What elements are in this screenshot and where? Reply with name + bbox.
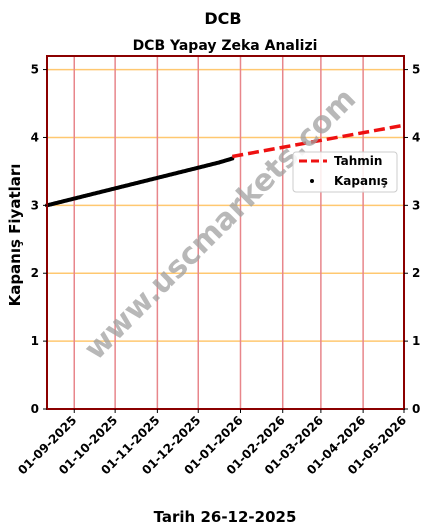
y-tick-label-right: 2 xyxy=(412,266,420,280)
y-tick-label-right: 4 xyxy=(412,130,420,144)
plot-frame xyxy=(46,55,405,410)
y-tick-label-right: 5 xyxy=(412,63,420,77)
grid-lines xyxy=(47,56,405,410)
y-tick-label-left: 2 xyxy=(31,266,39,280)
y-tick-label-left: 0 xyxy=(31,402,39,416)
legend-kapanis-label: Kapanış xyxy=(334,174,388,188)
data-layer xyxy=(45,123,405,208)
x-axis-label: Tarih 26-12-2025 xyxy=(154,508,297,526)
tahmin-line xyxy=(231,123,405,159)
legend-tahmin-label: Tahmin xyxy=(334,154,382,168)
y-axis-label: Kapanış Fiyatları xyxy=(6,164,24,307)
axis-ticks: 0 01 12 23 34 45 501-09-202501-10-202501-11-20… xyxy=(15,63,420,478)
y-tick-label-left: 3 xyxy=(31,198,39,212)
y-tick-label-left: 1 xyxy=(31,334,39,348)
chart-title: DCB Yapay Zeka Analizi xyxy=(133,38,318,54)
y-tick-label-left: 5 xyxy=(31,63,39,77)
legend-kapanis-swatch xyxy=(310,179,314,183)
y-tick-label-right: 3 xyxy=(412,198,420,212)
y-tick-label-right: 1 xyxy=(412,334,420,348)
chart-suptitle: DCB xyxy=(204,9,241,28)
legend: Tahmin Kapanış xyxy=(292,151,398,193)
y-tick-label-right: 0 xyxy=(412,402,420,416)
y-tick-label-left: 4 xyxy=(31,130,39,144)
